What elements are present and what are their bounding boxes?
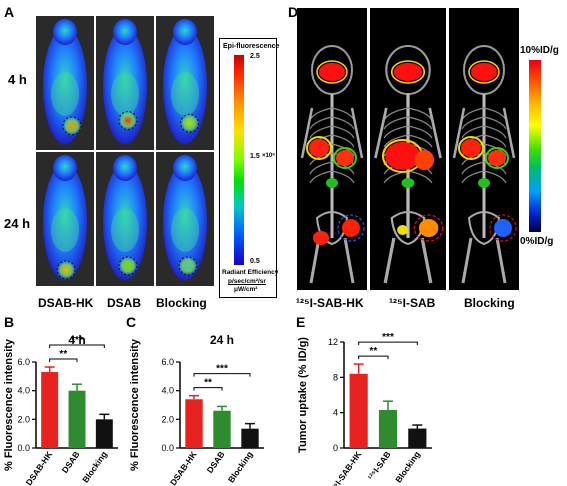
y-tick-label: 4.0	[161, 386, 174, 396]
x-tick-label: Blocking	[80, 449, 109, 484]
panel-letter-b: B	[4, 314, 15, 330]
significance-label: **	[204, 378, 212, 389]
bar	[41, 372, 59, 448]
y-axis-label: % Fluorescence intensity	[3, 338, 15, 471]
y-tick-label: 4	[333, 408, 338, 418]
y-tick-label: 8	[333, 372, 338, 382]
significance-bracket	[358, 355, 389, 360]
y-tick-label: 2.0	[161, 414, 174, 424]
bar	[185, 399, 203, 448]
fluorescence-mouse-image	[36, 152, 94, 286]
col-label-dsab: DSAB	[107, 296, 142, 310]
x-tick-label: Blocking	[226, 449, 255, 484]
fluorescence-mouse-image	[96, 152, 154, 286]
row-label-4h: 4 h	[8, 72, 27, 87]
bar	[68, 390, 86, 448]
colorbar-unit-line2: μW/cm²	[234, 286, 258, 293]
bar	[378, 410, 398, 448]
x-tick-label: ¹²⁵I-SAB	[366, 449, 393, 482]
bar-chart-24h: 24 h % Fluorescence intensity 0.0 2.0 4.0 6.0…	[129, 333, 264, 486]
col-label-125i-sab: ¹²⁵I-SAB	[389, 296, 436, 310]
chart-title: 24 h	[210, 333, 234, 347]
bar	[213, 410, 231, 448]
y-tick-label: 6.0	[161, 357, 174, 367]
y-tick-label: 2.0	[17, 414, 30, 424]
y-tick-label: 4.0	[17, 386, 30, 396]
bar-chart-4h: 4 h % Fluorescence intensity 0.0 2.0 4.0 6.0 D…	[3, 333, 118, 486]
row-label-24h: 24 h	[4, 216, 31, 231]
bar	[95, 419, 113, 448]
y-axis-label: Tumor uptake (% ID/g)	[297, 337, 309, 453]
colorbar-min-label: 0.5	[250, 258, 260, 265]
col-label-dsab-hk: DSAB-HK	[38, 296, 94, 310]
panel-letter-e: E	[296, 314, 306, 330]
y-tick-label: 0	[333, 443, 338, 453]
x-tick-label: DSAB-HK	[168, 449, 199, 486]
significance-bracket	[193, 373, 251, 377]
colorbar-unit-title: Radiant Efficiency	[222, 269, 279, 276]
panel-letter-c: C	[126, 314, 137, 330]
bar-chart-tumor-uptake: Tumor uptake (% ID/g) 0 4 8 12 ¹²⁵I-SAB-HK ¹²⁵…	[297, 332, 432, 486]
colorbar-mid-exponent: ×10⁸	[262, 153, 276, 159]
y-tick-label: 0.0	[161, 443, 174, 453]
fluorescence-mouse-image	[36, 16, 94, 150]
significance-label: **	[369, 346, 377, 357]
significance-bracket	[193, 387, 223, 391]
bar	[349, 373, 368, 448]
significance-label: **	[59, 349, 67, 360]
fluorescence-mouse-image	[156, 152, 214, 286]
y-tick-label: 12	[328, 337, 338, 347]
spect-ct-mouse-image	[449, 8, 519, 290]
x-tick-label: DSAB	[205, 449, 227, 474]
spect-colorbar-gradient	[529, 60, 541, 232]
spect-colorbar-min-label: 0%ID/g	[520, 236, 554, 247]
fluorescence-colorbar-gradient	[234, 55, 244, 265]
y-axis-label: % Fluorescence intensity	[129, 338, 141, 471]
x-tick-label: Blocking	[393, 449, 422, 484]
fluorescence-colorbar-box: Epi-fluorescence 2.5 1.5 ×10⁸ 0.5 Radian…	[219, 38, 280, 298]
colorbar-mid-label: 1.5	[250, 153, 260, 160]
chart-title: 4 h	[68, 333, 85, 347]
col-label-125i-sab-hk: ¹²⁵I-SAB-HK	[296, 296, 364, 310]
panel-letter-a: A	[4, 4, 15, 20]
significance-label: ***	[71, 335, 83, 346]
significance-bracket	[49, 344, 105, 349]
spect-ct-mouse-image	[370, 8, 446, 290]
y-tick-label: 0.0	[17, 443, 30, 453]
spect-ct-mouse-image	[297, 8, 367, 290]
panel-letter-d: D	[288, 4, 299, 20]
significance-label: ***	[382, 332, 394, 343]
fluorescence-mouse-image	[96, 16, 154, 150]
spect-colorbar-max-label: 10%ID/g	[520, 45, 559, 56]
colorbar-max-label: 2.5	[250, 53, 260, 60]
x-tick-label: DSAB-HK	[24, 449, 55, 486]
significance-bracket	[358, 341, 418, 346]
y-tick-label: 6.0	[17, 357, 30, 367]
significance-label: ***	[216, 364, 228, 375]
significance-bracket	[49, 358, 78, 363]
col-label-blocking: Blocking	[156, 296, 207, 310]
bar	[408, 428, 427, 448]
bar	[241, 428, 259, 448]
colorbar-title: Epi-fluorescence	[223, 43, 280, 50]
col-label-blocking-d: Blocking	[464, 296, 515, 310]
fluorescence-mouse-image	[156, 16, 214, 150]
x-tick-label: ¹²⁵I-SAB-HK	[328, 449, 364, 486]
colorbar-unit-line1: p/sec/cm²/sr	[228, 278, 266, 285]
x-tick-label: DSAB	[60, 449, 82, 474]
